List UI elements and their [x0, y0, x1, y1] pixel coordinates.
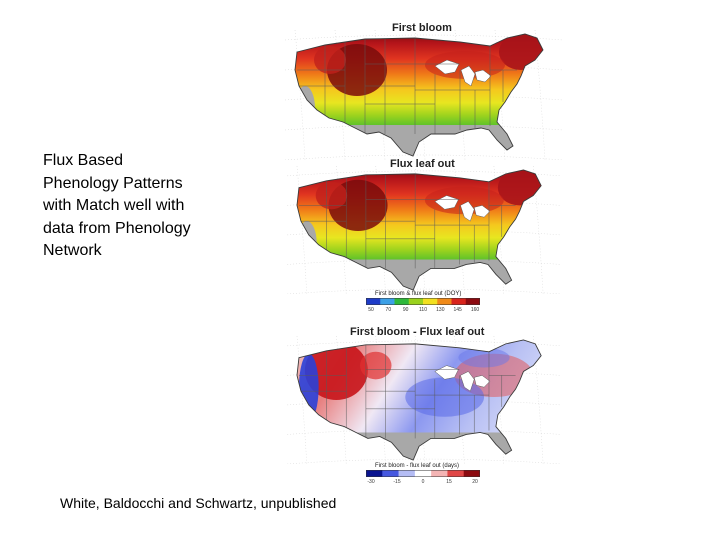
colorbar-tick-label: 15	[446, 479, 452, 485]
map-difference	[287, 336, 561, 464]
colorbar-swatch	[423, 298, 438, 305]
colorbar-swatch	[463, 470, 480, 477]
state-boundaries	[296, 173, 516, 269]
credit-text: White, Baldocchi and Schwartz, unpublish…	[60, 495, 337, 511]
caption-line: with Match well with	[43, 197, 185, 214]
colorbar-days	[366, 470, 480, 477]
colorbar-tick-label: 160	[470, 307, 480, 313]
caption-line: data from Phenology	[43, 219, 191, 237]
map-fill	[296, 169, 542, 291]
colorbar-tick-label: 110	[419, 307, 427, 313]
country-outline	[294, 33, 544, 157]
colorbar-swatch	[447, 470, 465, 477]
caption-line: Phenology Patterns	[43, 174, 183, 192]
country-outline	[296, 339, 542, 461]
colorbar-doy-ticks: 50 70 90 110 130 145 160	[366, 307, 480, 315]
map-fill	[295, 34, 543, 156]
colorbar-swatch	[394, 298, 410, 305]
colorbar-tick-label: 0	[421, 479, 425, 485]
map-title-flux-leaf-out: Flux leaf out	[390, 158, 455, 170]
colorbar-tick-label: -30	[367, 479, 375, 485]
colorbar-tick-label: 50	[368, 307, 374, 313]
caption-line: Network	[43, 242, 102, 259]
colorbar-swatch	[382, 470, 399, 477]
colorbar-swatch	[431, 470, 448, 477]
great-lakes	[434, 365, 491, 392]
colorbar-tick-label: 70	[385, 307, 392, 313]
colorbar-swatch	[366, 470, 383, 477]
caption-line: Flux Based	[43, 152, 124, 169]
colorbar-swatch	[465, 298, 480, 305]
state-boundaries	[295, 38, 517, 134]
colorbar-swatch	[414, 470, 432, 477]
colorbar-swatch	[398, 470, 416, 477]
colorbar-swatch	[366, 298, 381, 305]
map-title-difference: First bloom - Flux leaf out	[350, 326, 485, 338]
great-lakes	[434, 59, 492, 87]
great-lakes	[434, 195, 491, 222]
colorbar-tick-label: 145	[453, 307, 462, 313]
colorbar-swatch	[437, 298, 452, 305]
colorbar-swatch	[380, 298, 395, 305]
colorbar-tick-label: -15	[393, 479, 401, 485]
colorbar-swatch	[451, 298, 467, 305]
state-boundaries	[296, 343, 516, 439]
colorbar-tick-label: 90	[402, 307, 409, 313]
map-fill	[296, 339, 542, 461]
map-flux-leaf-out	[287, 166, 561, 294]
country-outline	[296, 169, 542, 291]
map-first-bloom	[285, 30, 563, 160]
legend-title-days: First bloom - flux leaf out (days)	[375, 463, 460, 469]
colorbar-doy	[366, 298, 480, 305]
legend-title-doy: First bloom & flux leaf out (DOY)	[375, 291, 462, 297]
colorbar-tick-label: 20	[472, 479, 478, 485]
colorbar-swatch	[408, 298, 424, 305]
map-title-first-bloom: First bloom	[392, 22, 452, 34]
colorbar-tick-label: 130	[436, 307, 445, 313]
colorbar-days-ticks: -30 -15 0 15 20	[366, 479, 480, 487]
slide-caption: Flux Based Phenology Patterns with Match…	[43, 150, 233, 263]
